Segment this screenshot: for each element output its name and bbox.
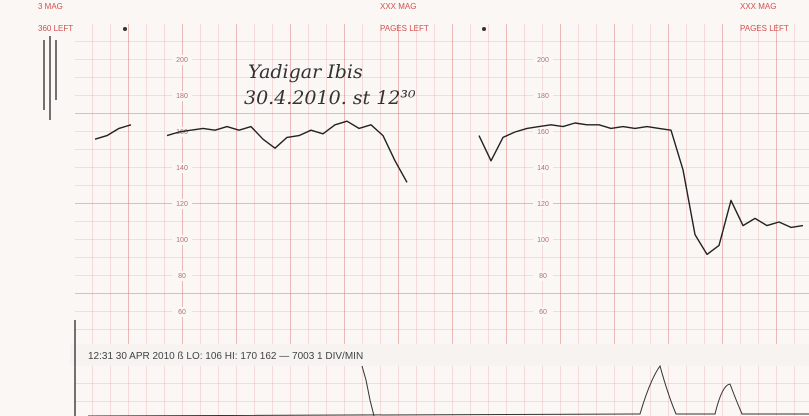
header-text: 3 MAG: [38, 2, 63, 11]
y-tick-label: 200: [537, 57, 549, 64]
tick-label-box: [533, 235, 553, 245]
tick-label-box: [533, 271, 553, 281]
y-tick-label: 180: [176, 93, 188, 100]
tick-label-box: [533, 199, 553, 209]
y-tick-label: 120: [176, 201, 188, 208]
edge-marks: [43, 36, 76, 416]
tick-label-box: [172, 271, 192, 281]
handwritten-date: 30.4.2010. st 12³⁰: [244, 87, 416, 109]
tick-label-box: [172, 55, 192, 65]
toco-trace: [87, 364, 809, 416]
fhr-grid-major: [75, 24, 809, 344]
y-tick-label: 80: [539, 273, 547, 280]
y-tick-label: 80: [178, 273, 186, 280]
y-tick-label: 200: [176, 57, 188, 64]
marker-dot: [482, 27, 486, 31]
status-band: [70, 344, 809, 366]
toco-trace: [361, 365, 375, 416]
header-text: PAGES LEFT: [380, 24, 429, 33]
y-tick-label: 140: [176, 165, 188, 172]
marker-dot: [123, 27, 127, 31]
y-tick-label: 160: [176, 129, 188, 136]
y-tick-label: 140: [537, 165, 549, 172]
tick-label-box: [533, 91, 553, 101]
tick-label-box: [172, 307, 192, 317]
y-tick-label: 100: [176, 237, 188, 244]
y-tick-label: 60: [178, 309, 186, 316]
header-text: 360 LEFT: [38, 24, 73, 33]
header-text: XXX MAG: [380, 2, 416, 11]
tick-label-box: [533, 307, 553, 317]
tick-label-box: [172, 235, 192, 245]
y-tick-label: 160: [537, 129, 549, 136]
tick-label-box: [533, 127, 553, 137]
y-tick-label: 180: [537, 93, 549, 100]
fhr-trace: [94, 120, 804, 256]
y-tick-label: 60: [539, 309, 547, 316]
tick-label-box: [533, 55, 553, 65]
y-tick-label: 120: [537, 201, 549, 208]
status-line: 12:31 30 APR 2010 ß LO: 106 HI: 170 162 …: [88, 351, 363, 362]
tick-label-box: [172, 91, 192, 101]
tick-label-box: [172, 163, 192, 173]
toco-grid: [75, 366, 809, 416]
tick-label-box: [533, 163, 553, 173]
header-text: XXX MAG: [740, 2, 776, 11]
header-text: PAGES LEFT: [740, 24, 789, 33]
y-tick-label: 100: [537, 237, 549, 244]
tick-label-box: [172, 199, 192, 209]
handwritten-name: Yadigar Ibis: [248, 61, 363, 83]
